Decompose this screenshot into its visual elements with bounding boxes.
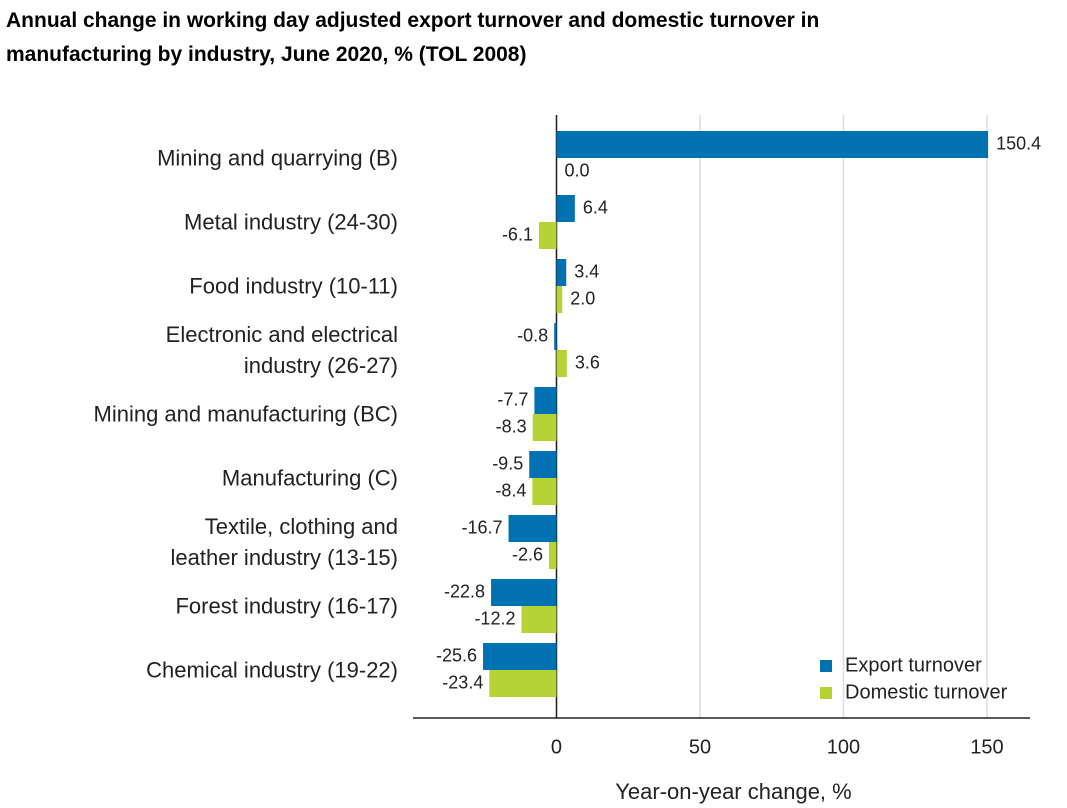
bar xyxy=(521,606,557,633)
bar xyxy=(556,195,575,222)
category-label: Forest industry (16-17) xyxy=(175,593,398,619)
category-label: Manufacturing (C) xyxy=(221,465,398,491)
category-label: Textile, clothing and leather industry (… xyxy=(170,514,398,570)
category-label: Mining and quarrying (B) xyxy=(157,145,398,171)
value-label: 150.4 xyxy=(996,133,1041,153)
x-tick-label: 100 xyxy=(827,736,860,758)
value-label: -0.8 xyxy=(517,325,548,345)
bar xyxy=(532,478,557,505)
value-label: -6.1 xyxy=(502,224,533,244)
value-label: 3.4 xyxy=(574,261,599,281)
bar xyxy=(538,222,557,249)
bar xyxy=(549,542,557,569)
bar xyxy=(532,414,557,441)
bar xyxy=(483,643,557,670)
bar xyxy=(534,387,557,414)
value-label: -12.2 xyxy=(474,608,515,628)
bar xyxy=(556,286,563,313)
x-tick-label: 0 xyxy=(551,736,562,758)
value-label: 6.4 xyxy=(583,197,608,217)
category-label: Metal industry (24-30) xyxy=(184,209,398,235)
category-label: Electronic and electrical industry (26-2… xyxy=(165,322,398,378)
chart-title: Annual change in working day adjusted ex… xyxy=(6,9,820,66)
bar xyxy=(489,670,557,697)
value-label: 2.0 xyxy=(570,288,595,308)
x-axis-title: Year-on-year change, % xyxy=(615,779,851,804)
category-label: Food industry (10-11) xyxy=(189,273,398,299)
value-label: -23.4 xyxy=(442,672,483,692)
value-label: -16.7 xyxy=(462,517,503,537)
value-label: -9.5 xyxy=(492,453,523,473)
bar xyxy=(554,323,557,350)
x-tick-label: 50 xyxy=(689,736,711,758)
bar xyxy=(556,259,567,286)
value-label: -25.6 xyxy=(436,645,477,665)
legend-swatch xyxy=(820,687,832,699)
value-label: -2.6 xyxy=(512,544,543,564)
value-label: 3.6 xyxy=(575,352,600,372)
value-label: -7.7 xyxy=(497,389,528,409)
category-label: Chemical industry (19-22) xyxy=(146,657,398,683)
legend-swatch xyxy=(820,660,832,672)
bar xyxy=(529,451,557,478)
value-label: -8.4 xyxy=(495,480,526,500)
value-label: 0.0 xyxy=(564,160,589,180)
bar xyxy=(556,350,567,377)
x-tick-label: 150 xyxy=(970,736,1003,758)
category-label: Mining and manufacturing (BC) xyxy=(93,401,398,427)
bar xyxy=(508,515,557,542)
bar xyxy=(491,579,557,606)
legend-label: Export turnover xyxy=(845,654,982,676)
value-label: -8.3 xyxy=(496,416,527,436)
bar xyxy=(556,131,989,158)
value-label: -22.8 xyxy=(444,581,485,601)
legend-label: Domestic turnover xyxy=(845,681,1008,703)
